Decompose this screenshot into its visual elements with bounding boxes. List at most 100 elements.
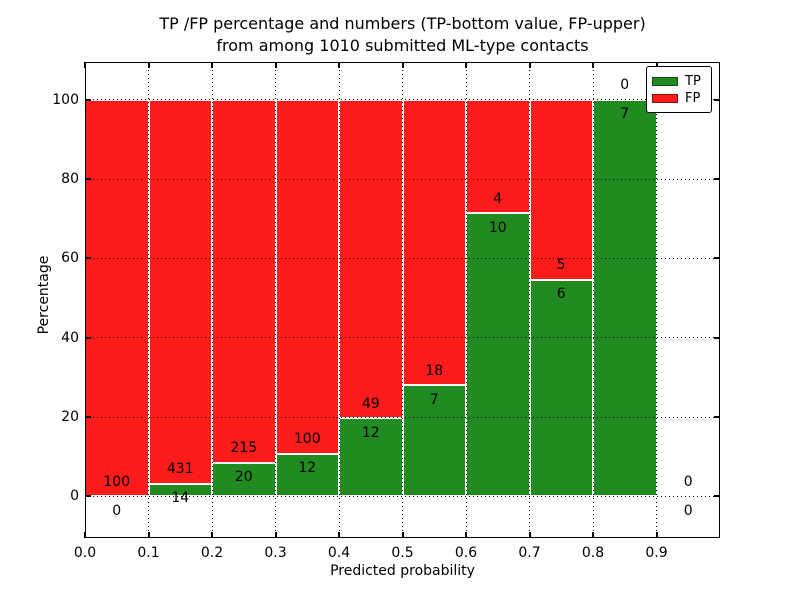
annotations-layer: 100 0 431 14 215 20 100 12 49 12 18 7 4 10 5 6 0 7 0 0 [85, 62, 720, 538]
x-tick-mark [655, 532, 658, 538]
chart-title-line2: from among 1010 submitted ML-type contac… [216, 36, 589, 55]
tp-color-swatch-icon [652, 76, 678, 86]
fp-count-label: 49 [361, 395, 380, 412]
gridline-vertical [465, 62, 467, 538]
x-tick-mark [401, 532, 404, 538]
tp-count-label: 7 [429, 391, 439, 408]
y-tick-mark [85, 178, 91, 181]
gridline-vertical [275, 62, 276, 538]
y-tick-label: 40 [61, 329, 79, 346]
gridline-vertical [656, 62, 657, 538]
fp-bar-segment [148, 99, 212, 484]
gridline-vertical [592, 62, 594, 538]
tp-count-label: 12 [298, 460, 317, 477]
gridline-vertical [402, 62, 403, 538]
x-tick-mark [528, 532, 531, 538]
grid-layer [85, 62, 720, 538]
y-axis-label: Percentage [36, 255, 52, 335]
fp-count-label: 4 [493, 190, 503, 207]
x-tick-label: 0.4 [327, 545, 351, 561]
fp-bar-segment [402, 99, 466, 386]
x-tick-mark-top [338, 62, 340, 68]
legend: TP FP [646, 66, 712, 113]
x-tick-label: 0.8 [581, 545, 605, 561]
x-tick-label: 0.6 [454, 545, 478, 561]
y-tick-mark [85, 98, 91, 101]
tp-count-label: 12 [361, 424, 380, 441]
x-tick-label: 0.2 [200, 545, 224, 561]
x-tick-mark-top [592, 62, 594, 68]
x-tick-mark-top [84, 62, 86, 68]
tp-bar-segment [593, 99, 657, 497]
gridline-vertical [338, 62, 340, 538]
legend-label-tp: TP [685, 73, 701, 89]
tp-bar-segment [402, 385, 466, 497]
fp-count-label: 100 [103, 473, 131, 490]
y-tick-label: 60 [61, 250, 79, 267]
y-tick-label: 80 [61, 171, 79, 188]
tp-count-label: 14 [171, 490, 190, 507]
y-tick-mark-right [714, 416, 720, 419]
x-tick-mark [592, 532, 594, 538]
fp-count-label: 0 [683, 473, 693, 490]
x-tick-label: 0.3 [264, 545, 287, 561]
tp-count-label: 0 [112, 502, 122, 519]
tp-count-label: 0 [683, 502, 693, 519]
x-tick-mark-top [274, 62, 277, 68]
y-tick-mark-right [714, 257, 720, 260]
fp-bar-segment [85, 99, 149, 497]
y-tick-label: 100 [52, 91, 79, 108]
y-tick-mark-right [714, 495, 720, 498]
fp-count-label: 215 [230, 440, 258, 457]
x-tick-mark-top [147, 62, 150, 68]
y-tick-mark-right [714, 178, 720, 181]
legend-entry-fp: FP [652, 92, 706, 105]
tp-bar-segment [466, 213, 530, 497]
x-tick-label: 0.1 [137, 545, 160, 561]
bars-layer [85, 62, 720, 538]
x-tick-label: 0.9 [645, 545, 668, 561]
tp-count-label: 20 [234, 469, 253, 486]
y-tick-mark-right [714, 336, 720, 339]
tp-bar-segment [529, 279, 593, 497]
x-tick-mark [84, 532, 86, 538]
fp-bar-segment [339, 99, 403, 419]
y-tick-mark [85, 495, 91, 498]
y-tick-mark [85, 416, 91, 419]
y-tick-label: 0 [70, 488, 79, 505]
x-tick-mark [338, 532, 340, 538]
fp-bar-segment [529, 99, 593, 280]
fp-color-swatch-icon [652, 93, 678, 103]
fp-count-label: 5 [556, 257, 566, 274]
x-tick-label: 0.0 [73, 545, 97, 561]
x-tick-mark-top [465, 62, 467, 68]
gridline-vertical [529, 62, 530, 538]
x-tick-mark-top [528, 62, 531, 68]
x-tick-mark [465, 532, 467, 538]
x-tick-mark-top [211, 62, 213, 68]
chart-title: TP /FP percentage and numbers (TP-bottom… [85, 13, 720, 57]
fp-bar-segment [275, 99, 339, 454]
x-axis-label: Predicted probability [330, 563, 475, 579]
tp-bar-segment [339, 418, 403, 497]
y-tick-label: 20 [61, 409, 79, 426]
x-tick-mark [211, 532, 213, 538]
x-tick-mark [274, 532, 277, 538]
fp-count-label: 0 [620, 77, 630, 94]
x-tick-label: 0.5 [391, 545, 414, 561]
x-tick-label: 0.7 [518, 545, 541, 561]
tp-count-label: 7 [620, 106, 630, 123]
legend-label-fp: FP [685, 90, 701, 106]
fp-count-label: 18 [425, 362, 444, 379]
tp-count-label: 6 [556, 286, 566, 303]
fp-bar-segment [212, 99, 276, 463]
fp-count-label: 100 [293, 431, 321, 448]
gridline-vertical [211, 62, 213, 538]
y-tick-mark [85, 257, 91, 260]
gridline-vertical [148, 62, 149, 538]
fp-count-label: 431 [166, 461, 194, 478]
legend-entry-tp: TP [652, 75, 706, 88]
x-tick-mark-top [655, 62, 658, 68]
x-tick-mark-top [401, 62, 404, 68]
